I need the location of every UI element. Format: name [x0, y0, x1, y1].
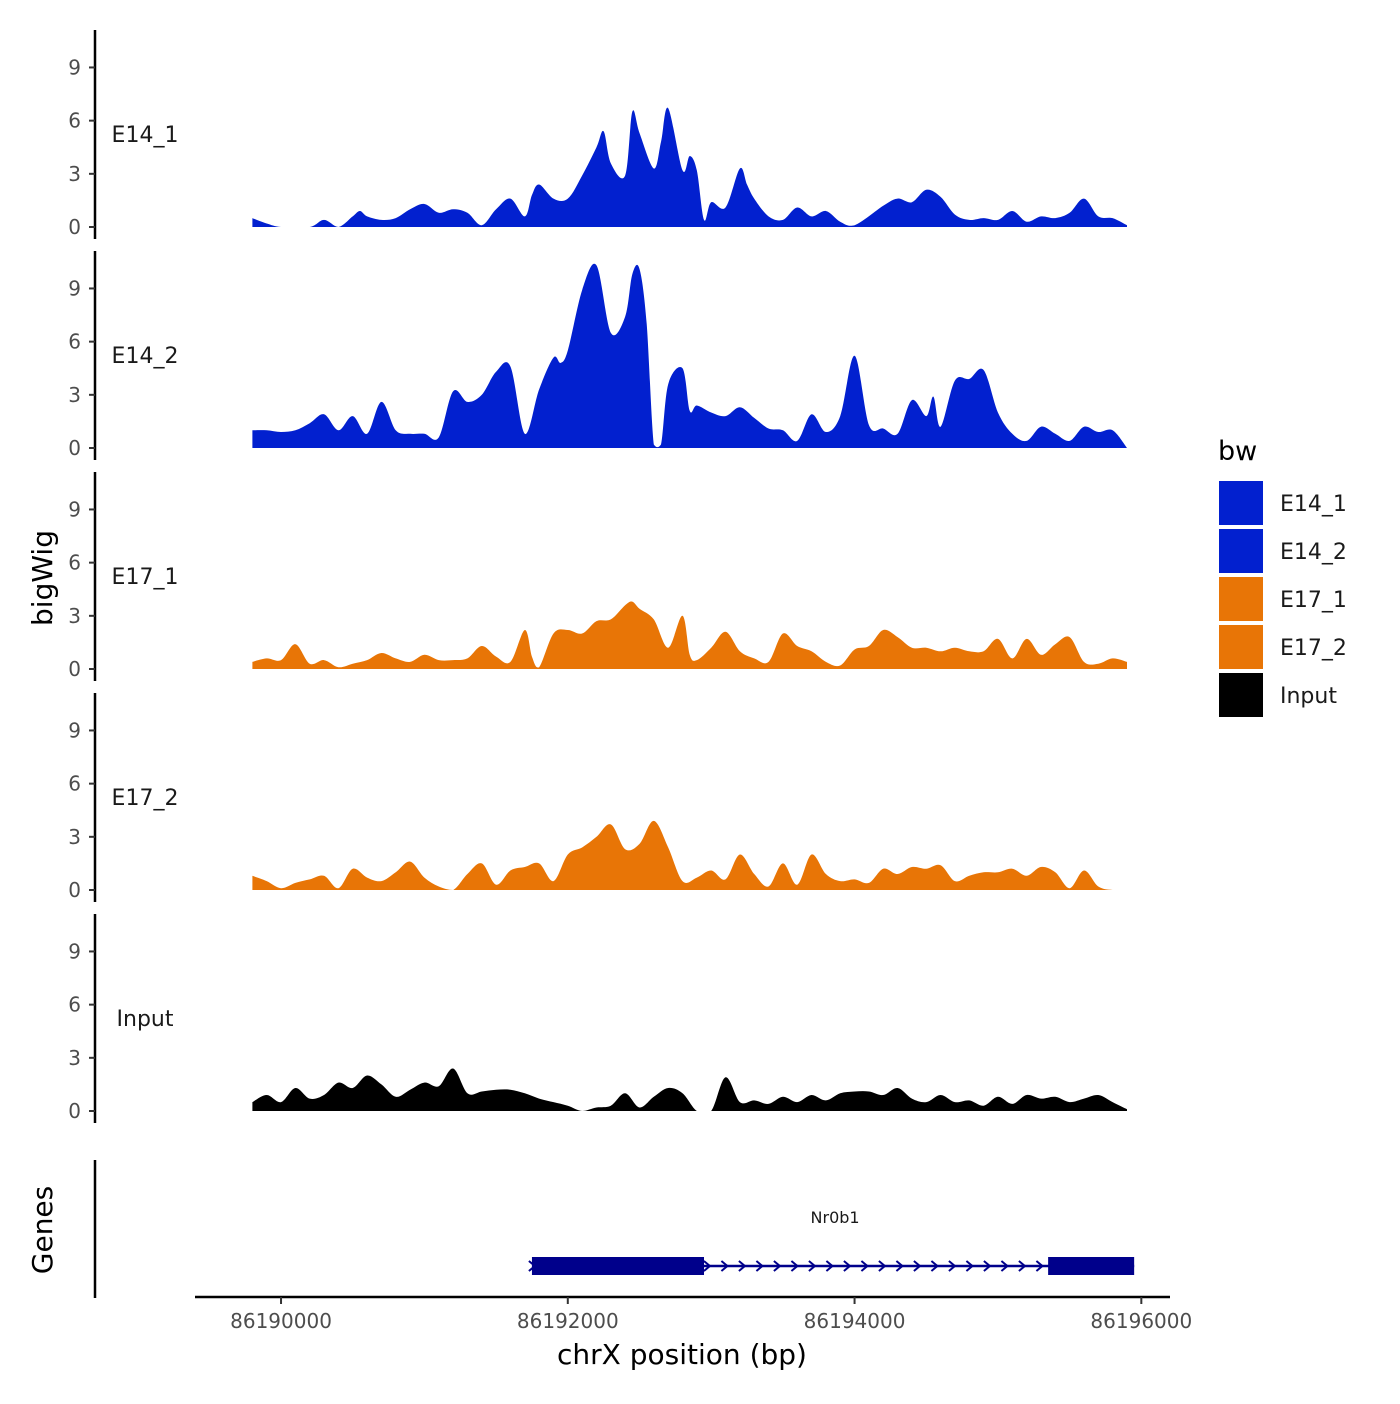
x-axis: 86190000 86192000 86194000 86196000: [195, 1295, 1192, 1333]
gene-name-label: Nr0b1: [811, 1208, 860, 1227]
y-tick-label: 6: [68, 551, 81, 575]
strand-arrow: [755, 1260, 764, 1272]
strand-arrow: [1035, 1260, 1044, 1272]
y-tick-label: 9: [68, 718, 81, 742]
legend-item-e14-2: E14_2: [1219, 529, 1347, 573]
strand-arrow: [965, 1260, 974, 1272]
coverage-area-e17-1: [252, 601, 1127, 669]
x-tick-label: 86194000: [804, 1309, 906, 1333]
strand-arrow: [720, 1260, 729, 1272]
track-e17-1: 0 3 6 9 E17_1: [68, 472, 1127, 681]
strand-arrow: [878, 1260, 887, 1272]
y-tick-label: 9: [68, 939, 81, 963]
gene-exon: [531, 1257, 705, 1275]
y-tick-label: 3: [68, 604, 81, 628]
x-axis-title: chrX position (bp): [557, 1338, 807, 1371]
strand-arrow: [1018, 1260, 1027, 1272]
y-tick-label: 0: [68, 1099, 81, 1123]
x-tick-label: 86190000: [230, 1309, 332, 1333]
legend-label: E17_1: [1280, 588, 1347, 613]
coverage-area-e14-2: [252, 263, 1127, 448]
legend-label: E17_2: [1280, 636, 1347, 661]
coverage-area-input: [252, 1068, 1127, 1111]
legend-label: E14_1: [1280, 492, 1347, 517]
y-tick-label: 9: [68, 497, 81, 521]
coverage-area-e17-2: [252, 820, 1127, 890]
track-label: E14_2: [112, 344, 179, 369]
strand-arrow: [913, 1260, 922, 1272]
y-tick-label: 0: [68, 215, 81, 239]
legend-item-input: Input: [1219, 673, 1337, 717]
strand-arrow: [860, 1260, 869, 1272]
track-e14-1: 0 3 6 9 E14_1: [68, 30, 1127, 239]
legend-swatch: [1219, 529, 1263, 573]
y-tick-label: 6: [68, 109, 81, 133]
strand-arrow: [790, 1260, 799, 1272]
track-label: E14_1: [112, 123, 179, 148]
x-tick-label: 86192000: [517, 1309, 619, 1333]
strand-arrow: [1000, 1260, 1009, 1272]
y-tick-label: 0: [68, 436, 81, 460]
strand-arrow: [825, 1260, 834, 1272]
legend-swatch: [1219, 673, 1263, 717]
legend-label: E14_2: [1280, 540, 1347, 565]
legend-item-e17-1: E17_1: [1219, 577, 1347, 621]
y-tick-label: 6: [68, 772, 81, 796]
strand-arrow: [703, 1260, 712, 1272]
legend: bw E14_1 E14_2 E17_1 E17_2 Input: [1218, 436, 1347, 717]
bigwig-tracks: 0 3 6 9 E14_1 0 3 6 9 E14_2 0 3 6 9 E17_1 0 3 6 9 E17_2 0 3 6 9…: [68, 30, 1127, 1123]
strand-arrow: [983, 1260, 992, 1272]
legend-swatch: [1219, 577, 1263, 621]
coverage-area-e14-1: [252, 107, 1127, 227]
y-tick-label: 3: [68, 825, 81, 849]
y-tick-label: 3: [68, 162, 81, 186]
track-input: 0 3 6 9 Input: [68, 914, 1127, 1123]
y-tick-label: 6: [68, 330, 81, 354]
y-tick-label: 9: [68, 276, 81, 300]
track-label: E17_2: [112, 786, 179, 811]
y-tick-label: 6: [68, 993, 81, 1017]
y-tick-label: 3: [68, 383, 81, 407]
y-tick-label: 0: [68, 878, 81, 902]
y-tick-label: 9: [68, 55, 81, 79]
strand-arrow: [930, 1260, 939, 1272]
track-e17-2: 0 3 6 9 E17_2: [68, 693, 1127, 902]
legend-item-e17-2: E17_2: [1219, 625, 1347, 669]
legend-swatch: [1219, 481, 1263, 525]
track-label: Input: [117, 1007, 174, 1032]
gene-exon: [1048, 1257, 1135, 1275]
legend-item-e14-1: E14_1: [1219, 481, 1347, 525]
strand-arrow: [738, 1260, 747, 1272]
x-tick-label: 86196000: [1090, 1309, 1192, 1333]
y-tick-label: 0: [68, 657, 81, 681]
genes-track: Nr0b1: [93, 1160, 1135, 1298]
track-label: E17_1: [112, 565, 179, 590]
strand-arrow: [773, 1260, 782, 1272]
y-tick-label: 3: [68, 1046, 81, 1070]
y-axis-title: bigWig: [26, 530, 59, 626]
strand-arrow: [948, 1260, 957, 1272]
track-e14-2: 0 3 6 9 E14_2: [68, 251, 1127, 460]
legend-title: bw: [1218, 436, 1257, 467]
strand-arrow: [895, 1260, 904, 1272]
strand-arrow: [808, 1260, 817, 1272]
legend-label: Input: [1280, 684, 1337, 709]
genes-track-title: Genes: [26, 1186, 59, 1274]
gene-nr0b1: Nr0b1: [528, 1208, 1135, 1275]
legend-swatch: [1219, 625, 1263, 669]
strand-arrow: [843, 1260, 852, 1272]
